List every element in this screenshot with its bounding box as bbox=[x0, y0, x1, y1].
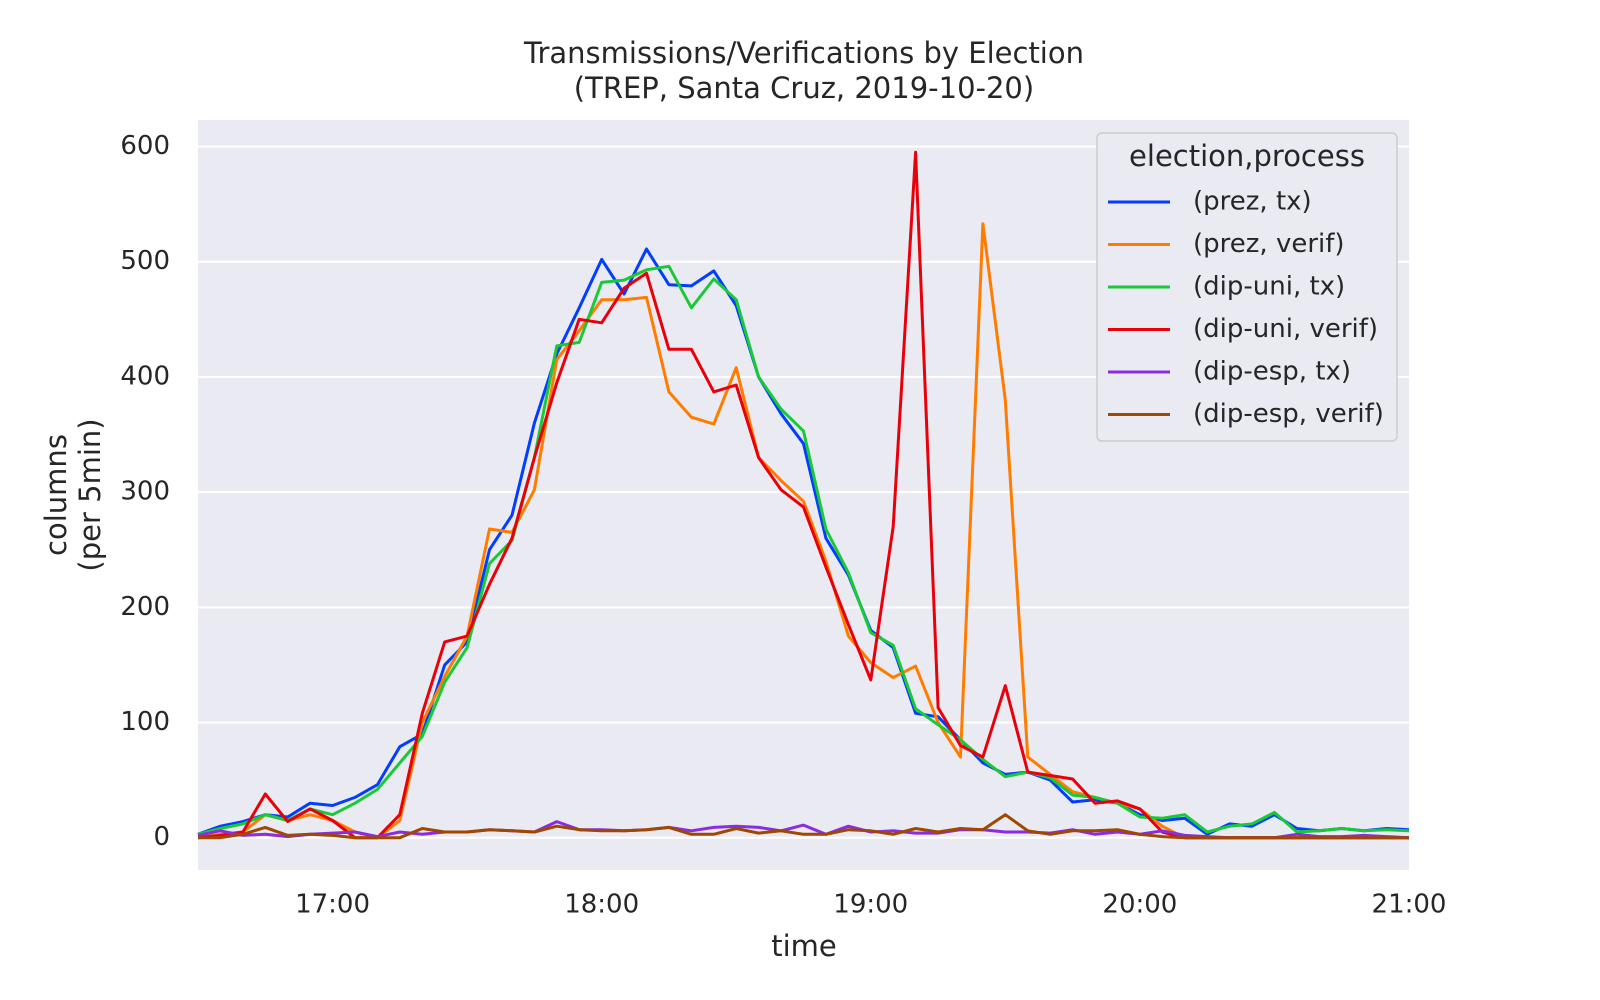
y-tick-label: 300 bbox=[120, 477, 170, 507]
series-line bbox=[198, 813, 1409, 840]
legend-box bbox=[1096, 132, 1398, 442]
y-tick-label: 500 bbox=[120, 246, 170, 276]
x-tick-label: 18:00 bbox=[564, 890, 639, 920]
legend-label: (dip-uni, verif) bbox=[1193, 314, 1378, 344]
series-line bbox=[197, 247, 1410, 836]
legend-label: (prez, verif) bbox=[1193, 229, 1345, 259]
y-tick-label: 400 bbox=[120, 361, 170, 391]
y-tick-label: 100 bbox=[120, 707, 170, 737]
series-line bbox=[197, 264, 1410, 836]
x-axis-label: time bbox=[771, 929, 837, 963]
x-tick-label: 20:00 bbox=[1102, 890, 1177, 920]
y-axis-label: columns bbox=[39, 434, 73, 556]
legend-label: (dip-uni, tx) bbox=[1193, 272, 1345, 302]
chart-title: Transmissions/Verifications by Election bbox=[523, 36, 1084, 70]
x-tick-label: 17:00 bbox=[295, 890, 370, 920]
legend: election,process (prez, tx) (prez, verif)… bbox=[1096, 132, 1398, 442]
lines bbox=[197, 150, 1410, 840]
y-tick-label: 200 bbox=[120, 592, 170, 622]
y-tick-label: 0 bbox=[153, 822, 170, 852]
legend-label: (dip-esp, verif) bbox=[1193, 399, 1384, 429]
y-axis-label: (per 5min) bbox=[73, 418, 107, 571]
legend-title: election,process bbox=[1129, 139, 1365, 173]
y-tick-label: 600 bbox=[120, 131, 170, 161]
legend-label: (prez, tx) bbox=[1193, 187, 1312, 217]
x-tick-label: 19:00 bbox=[833, 890, 908, 920]
legend-label: (dip-esp, tx) bbox=[1193, 357, 1351, 387]
x-tick-label: 21:00 bbox=[1372, 890, 1447, 920]
chart-subtitle: (TREP, Santa Cruz, 2019-10-20) bbox=[574, 71, 1034, 105]
